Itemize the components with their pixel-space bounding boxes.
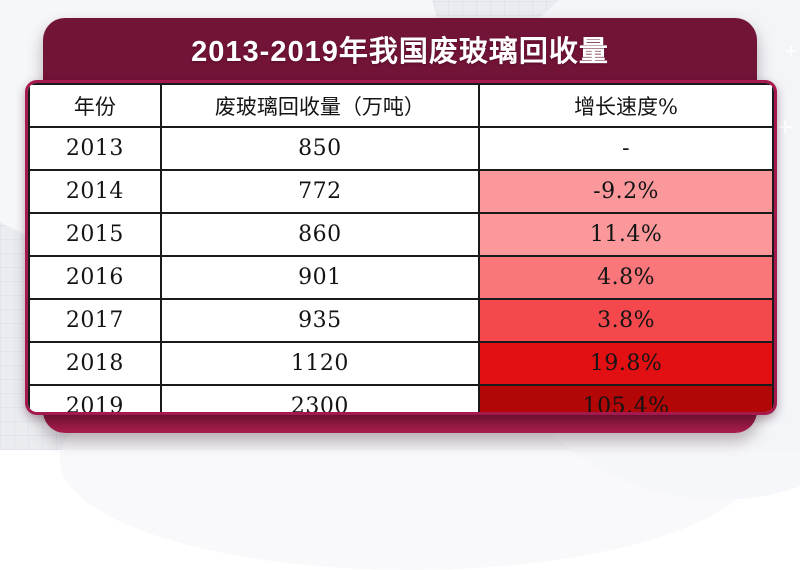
recycling-table: 年份 废玻璃回收量（万吨） 增长速度% 2013 850-2014 772 -9.2% 20… bbox=[28, 83, 774, 412]
sparkle-icon bbox=[785, 45, 797, 57]
table-row: 2014 772 -9.2% bbox=[28, 169, 774, 214]
table-card: 年份 废玻璃回收量（万吨） 增长速度% 2013 850-2014 772 -9.2% 20… bbox=[25, 80, 777, 415]
table-row: 2017 935 3.8% bbox=[28, 298, 774, 343]
page-title: 2013-2019年我国废玻璃回收量 bbox=[191, 36, 609, 68]
table-row: 2019 2300 105.4% bbox=[28, 384, 774, 412]
growth-cell: -9.2% bbox=[478, 169, 774, 214]
year-cell: 2017 bbox=[28, 298, 162, 343]
table-row: 2015 860 11.4% bbox=[28, 212, 774, 257]
volume-cell: 2300 bbox=[159, 384, 481, 412]
volume-cell: 1120 bbox=[159, 341, 481, 386]
year-cell: 2013 bbox=[28, 126, 162, 171]
volume-cell: 850 bbox=[159, 126, 481, 171]
growth-cell: 3.8% bbox=[478, 298, 774, 343]
growth-cell: - bbox=[478, 126, 774, 171]
volume-cell: 772 bbox=[159, 169, 481, 214]
growth-cell: 11.4% bbox=[478, 212, 774, 257]
volume-cell: 860 bbox=[159, 212, 481, 257]
growth-cell: 105.4% bbox=[478, 384, 774, 412]
sparkle-icon bbox=[778, 120, 792, 134]
column-header-1: 废玻璃回收量（万吨） bbox=[159, 83, 481, 128]
table-row: 2013 850- bbox=[28, 126, 774, 171]
table-row: 2016 901 4.8% bbox=[28, 255, 774, 300]
year-cell: 2015 bbox=[28, 212, 162, 257]
year-cell: 2018 bbox=[28, 341, 162, 386]
volume-cell: 935 bbox=[159, 298, 481, 343]
column-header-0: 年份 bbox=[28, 83, 162, 128]
growth-cell: 4.8% bbox=[478, 255, 774, 300]
column-header-2: 增长速度% bbox=[478, 83, 774, 128]
header-row: 年份 废玻璃回收量（万吨） 增长速度% bbox=[28, 83, 774, 128]
page-background: 2013-2019年我国废玻璃回收量 年份 废玻璃回收量（万吨） 增长速度% 201… bbox=[0, 0, 800, 450]
table-row: 2018 1120 19.8% bbox=[28, 341, 774, 386]
year-cell: 2019 bbox=[28, 384, 162, 412]
year-cell: 2014 bbox=[28, 169, 162, 214]
growth-cell: 19.8% bbox=[478, 341, 774, 386]
year-cell: 2016 bbox=[28, 255, 162, 300]
volume-cell: 901 bbox=[159, 255, 481, 300]
